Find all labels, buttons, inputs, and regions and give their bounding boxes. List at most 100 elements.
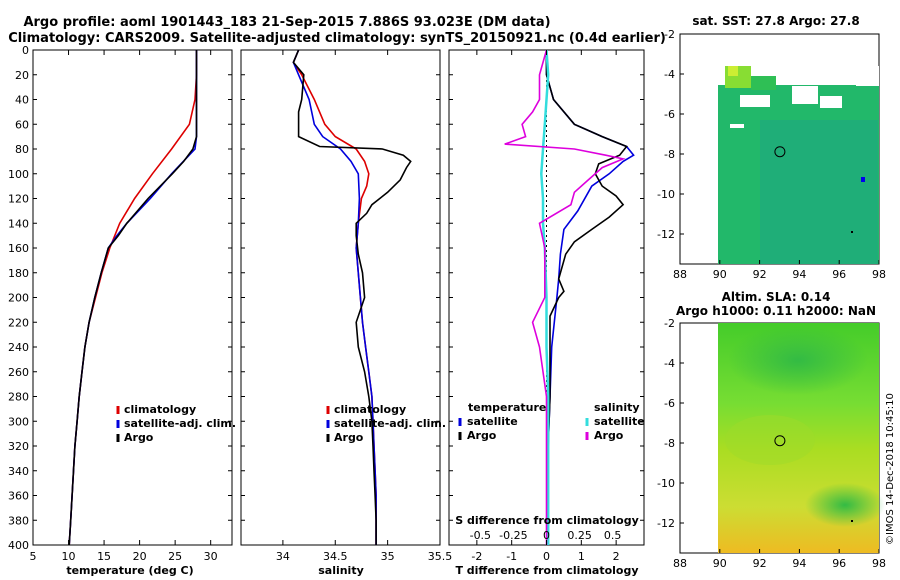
map-x-tick-label: 90 — [713, 557, 727, 570]
sst-field — [718, 66, 879, 264]
map-y-tick-label: -12 — [657, 228, 675, 241]
series-line-satellite-adj-clim — [68, 50, 198, 545]
map-x-tick-label: 92 — [753, 268, 767, 281]
map-y-tick-label: -8 — [664, 148, 675, 161]
legend-label-t-satellite: satellite — [467, 415, 518, 428]
sst-cloud-gap — [796, 70, 806, 78]
y-tick-label: 80 — [15, 143, 29, 156]
legend-label-climatology: climatology — [124, 403, 196, 416]
y-tick-label: 220 — [8, 316, 29, 329]
legend-label-satellite: satellite-adj. clim. — [334, 417, 446, 430]
figure-title-line1: Argo profile: aoml 1901443_183 21-Sep-20… — [23, 15, 550, 30]
difference-legend: temperature salinity satellite Argo sate… — [458, 401, 645, 442]
salinity-panel — [240, 49, 441, 546]
y-tick-label: 400 — [8, 539, 29, 552]
x-tick-label: 25 — [168, 550, 182, 563]
y-tick-label: 300 — [8, 415, 29, 428]
t-difference-axis-label: T difference from climatology — [455, 564, 638, 577]
sst-map-title: sat. SST: 27.8 Argo: 27.8 — [692, 14, 859, 28]
temperature-axis-label: temperature (deg C) — [66, 564, 193, 577]
sst-anomaly-mark — [861, 177, 865, 182]
salinity-axis-label: salinity — [318, 564, 364, 577]
sla-map-ticks: 88 90 92 94 96 98 -2 -4 -6 -8 -10 -12 — [657, 317, 886, 570]
sla-patch — [805, 483, 885, 527]
map-y-tick-label: -10 — [657, 188, 675, 201]
y-tick-label: 0 — [22, 44, 29, 57]
y-tick-label: 260 — [8, 366, 29, 379]
map-x-tick-label: 98 — [872, 557, 886, 570]
sst-cloud-gap — [792, 86, 818, 104]
y-tick-label: 360 — [8, 490, 29, 503]
axis-ticks: 5 10 15 20 25 30 34 34.5 35 35.5 -2 -1 0 1 2 -0.5 -0.25 0… — [30, 49, 644, 563]
map-x-tick-label: 96 — [832, 557, 846, 570]
salinity-legend: climatology satellite-adj. clim. Argo — [326, 403, 446, 444]
series-line-t-argo — [545, 50, 628, 545]
map-y-tick-label: -8 — [664, 437, 675, 450]
x-tick-label: -2 — [471, 550, 482, 563]
difference-series — [504, 50, 635, 545]
y-tick-label: 40 — [15, 94, 29, 107]
x-tick-label: 30 — [204, 550, 218, 563]
x-tick-label: 1 — [578, 550, 585, 563]
legend-heading-temperature: temperature — [468, 401, 546, 414]
s-tick-label: 0 — [543, 529, 550, 542]
map-y-tick-label: -2 — [664, 28, 675, 41]
s-tick-label: -0.25 — [499, 529, 527, 542]
sla-point-mark — [851, 520, 853, 522]
sla-map-subtitle: Argo h1000: 0.11 h2000: NaN — [676, 304, 876, 318]
series-line-argo — [68, 50, 198, 545]
footer-credit: ©IMOS 14-Dec-2018 10:45:10 — [885, 393, 896, 545]
map-y-tick-label: -2 — [664, 317, 675, 330]
x-tick-label: -1 — [506, 550, 517, 563]
x-tick-label: 15 — [97, 550, 111, 563]
x-tick-label: 20 — [133, 550, 147, 563]
sst-cloud-gap — [740, 95, 770, 107]
legend-heading-salinity: salinity — [594, 401, 640, 414]
map-x-tick-label: 98 — [872, 268, 886, 281]
temperature-series — [68, 50, 198, 545]
s-difference-axis-label: S difference from climatology — [455, 514, 639, 527]
y-tick-label: 20 — [15, 69, 29, 82]
x-tick-label: 35 — [381, 550, 395, 563]
map-y-tick-label: -10 — [657, 477, 675, 490]
series-line-argo — [292, 50, 412, 545]
map-x-tick-label: 94 — [792, 557, 806, 570]
map-x-tick-label: 96 — [832, 268, 846, 281]
sst-ocean-patch — [751, 76, 776, 90]
depth-axis: 0 20 40 60 80 100 120 140 160 180 200 220 240 260 280 3… — [8, 44, 29, 552]
legend-label-argo: Argo — [124, 431, 154, 444]
map-x-tick-label: 90 — [713, 268, 727, 281]
x-tick-label: 34 — [276, 550, 290, 563]
sla-patch — [725, 415, 815, 465]
sst-ocean-patch — [760, 120, 878, 264]
y-tick-label: 200 — [8, 292, 29, 305]
map-x-tick-label: 88 — [673, 557, 687, 570]
y-tick-label: 120 — [8, 193, 29, 206]
y-tick-label: 180 — [8, 267, 29, 280]
y-tick-label: 160 — [8, 242, 29, 255]
map-y-tick-label: -6 — [664, 397, 675, 410]
x-tick-label: 5 — [30, 550, 37, 563]
map-y-tick-label: -12 — [657, 517, 675, 530]
legend-label-t-argo: Argo — [467, 429, 497, 442]
salinity-series — [292, 50, 412, 545]
legend-label-satellite: satellite-adj. clim. — [124, 417, 236, 430]
series-line-climatology — [68, 50, 198, 545]
legend-label-s-argo: Argo — [594, 429, 624, 442]
sst-cloud-gap — [730, 124, 744, 128]
sst-cloud-gap — [856, 66, 879, 86]
sst-warm-patch — [728, 66, 738, 76]
sst-map-ticks: 88 90 92 94 96 98 -2 -4 -6 -8 -10 -12 — [657, 28, 886, 281]
series-line-s-argo — [504, 50, 626, 545]
sla-field — [718, 323, 885, 553]
y-tick-label: 280 — [8, 391, 29, 404]
s-tick-label: 0.25 — [567, 529, 592, 542]
sst-argo-location-marker — [774, 146, 786, 158]
series-line-satellite-adj-clim — [292, 50, 377, 545]
y-tick-label: 60 — [15, 118, 29, 131]
y-tick-label: 240 — [8, 341, 29, 354]
map-x-tick-label: 92 — [753, 557, 767, 570]
s-tick-label: -0.5 — [470, 529, 491, 542]
sst-cloud-gap — [820, 96, 842, 108]
